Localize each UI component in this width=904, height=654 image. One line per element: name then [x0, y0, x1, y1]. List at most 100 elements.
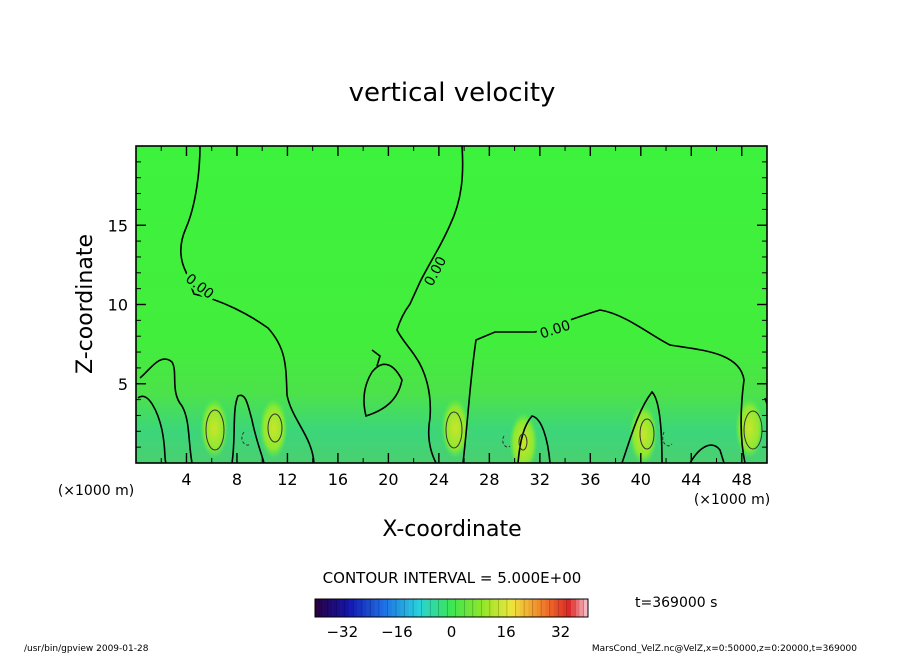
colorbar-cell	[387, 599, 393, 617]
colorbar-cell	[532, 599, 538, 617]
colorbar-cell	[494, 599, 499, 617]
colorbar-cell	[370, 599, 376, 617]
colorbar-cell	[315, 599, 320, 617]
colorbar-cell	[519, 599, 525, 617]
y-tick-label: 15	[108, 216, 128, 235]
colorbar-cell	[549, 599, 555, 617]
colorbar-cell	[536, 599, 542, 617]
colorbar-tick-label: 0	[447, 623, 457, 641]
contour-lines	[137, 146, 767, 463]
colorbar-cell	[583, 599, 589, 617]
colorbar-cell	[332, 599, 337, 617]
colorbar-cell	[430, 599, 435, 617]
x-tick-label: 4	[181, 470, 191, 489]
colorbar-cell	[391, 599, 397, 617]
colorbar	[315, 599, 589, 617]
colorbar-cell	[319, 599, 324, 617]
colorbar-cell	[434, 599, 440, 617]
colorbar-cell	[357, 599, 363, 617]
time-label: t=369000 s	[635, 595, 717, 611]
x-unit-left: (×1000 m)	[58, 483, 134, 499]
x-axis-label: X-coordinate	[382, 517, 521, 542]
colorbar-cell	[361, 599, 367, 617]
colorbar-cell	[447, 599, 452, 617]
colorbar-cell	[541, 599, 546, 617]
colorbar-frame	[314, 598, 589, 618]
x-unit-right: (×1000 m)	[694, 492, 770, 508]
colorbar-cell	[464, 599, 469, 617]
colorbar-cell	[323, 599, 329, 617]
colorbar-cell	[404, 599, 410, 617]
colorbar-cell	[438, 599, 444, 617]
y-tick-label: 10	[108, 296, 128, 315]
updraft-cell	[735, 398, 764, 459]
colorbar-cell	[417, 599, 422, 617]
colorbar-cell	[502, 599, 508, 617]
colorbar-cell	[340, 599, 346, 617]
colorbar-tick-label: 16	[497, 623, 516, 641]
colorbar-cell	[515, 599, 521, 617]
colorbar-cell	[511, 599, 516, 617]
colorbar-cell	[506, 599, 512, 617]
colorbar-cell	[566, 599, 572, 617]
x-tick-label: 28	[479, 470, 499, 489]
colorbar-cell	[400, 599, 405, 617]
colorbar-cell	[481, 599, 486, 617]
colorbar-cell	[442, 599, 448, 617]
x-tick-label: 12	[277, 470, 297, 489]
updraft-cell	[259, 398, 288, 459]
colorbar-cell	[344, 599, 350, 617]
colorbar-cell	[413, 599, 418, 617]
updraft-cell	[629, 404, 658, 463]
x-tick-label: 24	[429, 470, 449, 489]
y-tick-label: 5	[118, 375, 128, 394]
colorbar-cell	[408, 599, 414, 617]
colorbar-cell	[374, 599, 380, 617]
colorbar-cell	[498, 599, 503, 617]
colorbar-cell	[327, 599, 333, 617]
x-tick-label: 48	[732, 470, 752, 489]
chart-title: vertical velocity	[349, 78, 556, 108]
x-tick-label: 32	[530, 470, 550, 489]
colorbar-cell	[353, 599, 358, 617]
updraft-cell	[200, 398, 229, 459]
colorbar-cell	[553, 599, 559, 617]
colorbar-cell	[336, 599, 341, 617]
colorbar-cell	[383, 599, 388, 617]
colorbar-cell	[468, 599, 474, 617]
colorbar-tick-label: 32	[551, 623, 570, 641]
colorbar-cell	[366, 599, 371, 617]
x-tick-label: 16	[328, 470, 348, 489]
colorbar-cell	[489, 599, 495, 617]
colorbar-cell	[545, 599, 550, 617]
x-tick-label: 36	[580, 470, 600, 489]
updraft-cell	[509, 412, 538, 463]
x-tick-label: 20	[378, 470, 398, 489]
x-tick-label: 8	[232, 470, 242, 489]
colorbar-cell	[477, 599, 482, 617]
colorbar-cell	[570, 599, 576, 617]
colorbar-cell	[558, 599, 563, 617]
colorbar-cell	[562, 599, 567, 617]
colorbar-cell	[485, 599, 491, 617]
colorbar-tick-label: −32	[326, 623, 358, 641]
y-axis-label: Z-coordinate	[73, 234, 98, 374]
colorbar-cell	[524, 599, 529, 617]
colorbar-cell	[528, 599, 533, 617]
colorbar-cell	[425, 599, 431, 617]
x-tick-label: 44	[681, 470, 701, 489]
colorbar-cell	[421, 599, 427, 617]
colorbar-tick-label: −16	[381, 623, 413, 641]
colorbar-cell	[396, 599, 401, 617]
footer-right: MarsCond_VelZ.nc@VelZ,x=0:50000,z=0:2000…	[592, 644, 857, 654]
colorbar-cell	[575, 599, 580, 617]
minor-contours	[205, 409, 763, 451]
contour-interval: CONTOUR INTERVAL = 5.000E+00	[323, 569, 582, 587]
colorbar-cell	[579, 599, 585, 617]
colorbar-cell	[378, 599, 384, 617]
footer-left: /usr/bin/gpview 2009-01-28	[24, 644, 149, 654]
colorbar-cell	[455, 599, 461, 617]
colorbar-cell	[349, 599, 354, 617]
colorbar-cell	[460, 599, 465, 617]
